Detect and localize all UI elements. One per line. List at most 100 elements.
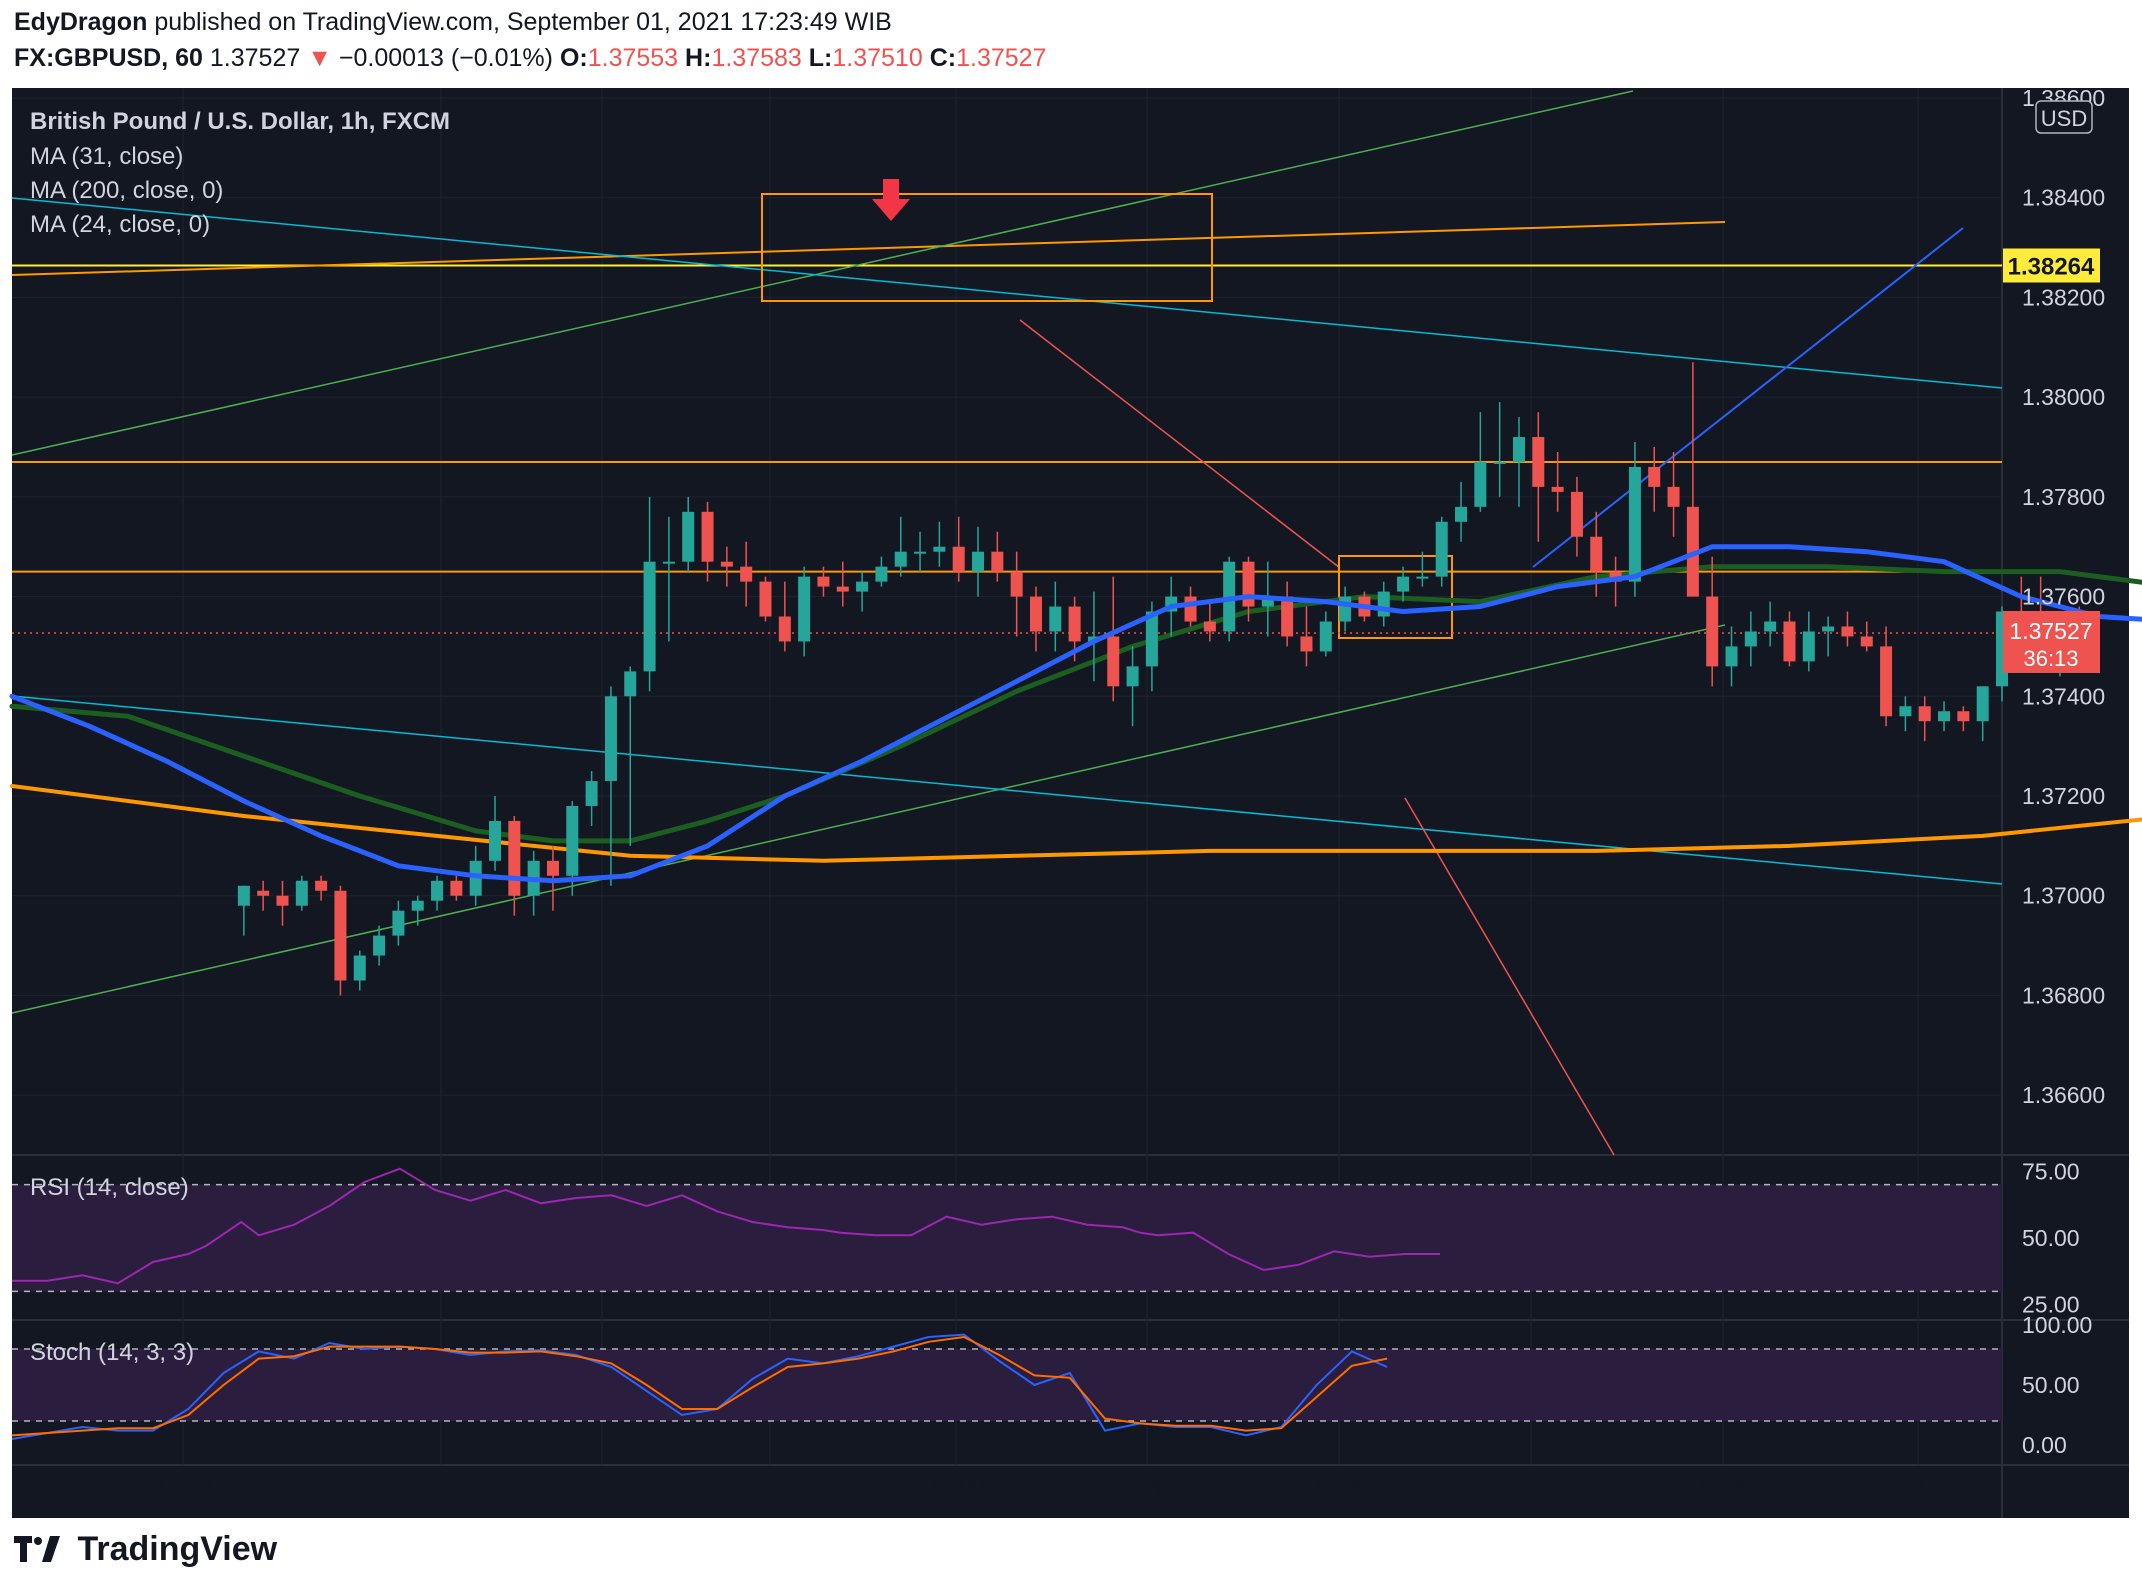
red-target-line	[1404, 797, 1615, 1156]
candle-body	[1957, 711, 1970, 722]
candle-body	[1281, 596, 1294, 637]
candle-body	[585, 781, 598, 806]
ma24-path	[9, 564, 2142, 844]
price-tick-label: 1.36800	[2022, 982, 2105, 1008]
candle-body	[701, 511, 714, 562]
candle-body	[740, 566, 753, 582]
level-label-box	[2003, 248, 2100, 283]
currency-label: USD	[2041, 106, 2087, 131]
drawings	[11, 90, 2003, 1156]
price-tick-label: 1.38200	[2022, 284, 2105, 310]
candle-body	[1049, 606, 1062, 632]
candle-body	[1802, 631, 1815, 662]
time-tick-label: 12:00	[154, 1469, 212, 1495]
rsi-pane: 75.00 50.00 25.00	[12, 1158, 2080, 1318]
author-name: EdyDragon	[14, 8, 148, 36]
candle-body	[856, 581, 869, 592]
ma31-line	[9, 544, 2142, 884]
candle-body	[295, 880, 308, 906]
price-tick-label: 1.38000	[2022, 384, 2105, 410]
candle-body	[1648, 466, 1661, 487]
candle-body	[315, 880, 328, 891]
stoch-pane: 100.00 50.00 0.00	[11, 1312, 2092, 1458]
brand-name: TradingView	[77, 1530, 278, 1568]
candle-body	[1126, 666, 1139, 687]
published-text: published on TradingView.com, September …	[154, 8, 892, 36]
candle-body	[1570, 491, 1583, 537]
price-tick-label: 1.37800	[2022, 484, 2105, 510]
ma31-path	[9, 544, 2142, 884]
candle-body	[1532, 437, 1545, 487]
low-value: 1.37510	[832, 44, 923, 72]
candle-body	[1628, 466, 1641, 582]
tradingview-brand[interactable]: TradingView	[14, 1530, 277, 1571]
candle-body	[1416, 576, 1429, 579]
price-tick-label: 1.38400	[2022, 185, 2105, 211]
axes: 1.386001.384001.382001.380001.378001.376…	[154, 85, 2105, 1495]
stoch-band-fill	[12, 1349, 2002, 1421]
candle-body	[334, 890, 347, 981]
candle-body	[257, 890, 270, 896]
candle-body	[914, 551, 927, 554]
time-tick-label: 12:00	[927, 1469, 985, 1495]
price-tick-label: 1.36600	[2022, 1082, 2105, 1108]
close-label: C:	[929, 44, 957, 72]
legend-ma200: MA (200, close, 0)	[30, 177, 223, 204]
candle-body	[1010, 571, 1023, 597]
candle-body	[933, 546, 946, 552]
rsi-label: RSI (14, close)	[30, 1174, 189, 1201]
close-value: 1.37527	[956, 44, 1047, 72]
time-tick-label: 2	[1525, 1469, 1538, 1495]
candle-body	[1899, 706, 1912, 717]
blue-rising-line	[1532, 227, 1964, 568]
candle-body	[1783, 621, 1796, 662]
rising-resistance-line	[11, 221, 1726, 276]
legend-ma31: MA (31, close)	[30, 143, 183, 170]
candle-body	[1822, 626, 1835, 632]
candle-body	[798, 576, 811, 642]
green-channel-top	[11, 90, 1634, 456]
candle-body	[952, 546, 965, 572]
chart-background	[12, 88, 2129, 1518]
currency-badge: USD	[2035, 100, 2093, 134]
high-label: H:	[685, 44, 712, 72]
tradingview-logo-icon	[14, 1532, 60, 1571]
red-descending-line	[1019, 319, 1341, 569]
legend: British Pound / U.S. Dollar, 1h, FXCM MA…	[30, 108, 450, 238]
candle-body	[643, 561, 656, 672]
candle-body	[1107, 636, 1120, 687]
candle-body	[1455, 506, 1468, 522]
candle-body	[1145, 611, 1158, 667]
rsi-line	[12, 1167, 1440, 1285]
symbol-name: FX:GBPUSD, 60	[14, 44, 203, 72]
open-value: 1.37553	[587, 44, 679, 72]
current-price-label: 1.37527	[2009, 618, 2092, 644]
candle-body	[1880, 646, 1893, 717]
candle-body	[1667, 486, 1680, 507]
price-tick-label: 1.37400	[2022, 683, 2105, 709]
time-tick-label: Sep	[1127, 1469, 1168, 1495]
candle-body	[682, 511, 695, 562]
candle-body	[1068, 606, 1081, 642]
candle-body	[662, 561, 675, 564]
green-channel-bottom	[11, 624, 1726, 1014]
candle-body	[1860, 636, 1873, 647]
candle-body	[817, 576, 830, 587]
candle-body	[1493, 461, 1506, 464]
candle-body	[1242, 561, 1255, 607]
candle-body	[1029, 596, 1042, 632]
time-tick-label: 12:00	[1310, 1469, 1368, 1495]
last-price: 1.37527	[209, 44, 301, 72]
stoch-d-line	[11, 1335, 1388, 1437]
candle-body	[1744, 631, 1757, 647]
time-tick-label: 31	[757, 1469, 783, 1495]
candle-body	[508, 820, 521, 896]
candle-body	[353, 955, 366, 981]
legend-ma24: MA (24, close, 0)	[30, 211, 210, 238]
candle-body	[1397, 576, 1410, 592]
candle-body	[1300, 636, 1313, 652]
candle-body	[624, 671, 637, 697]
time-tick-label: 30	[428, 1469, 454, 1495]
candle-body	[276, 895, 289, 906]
